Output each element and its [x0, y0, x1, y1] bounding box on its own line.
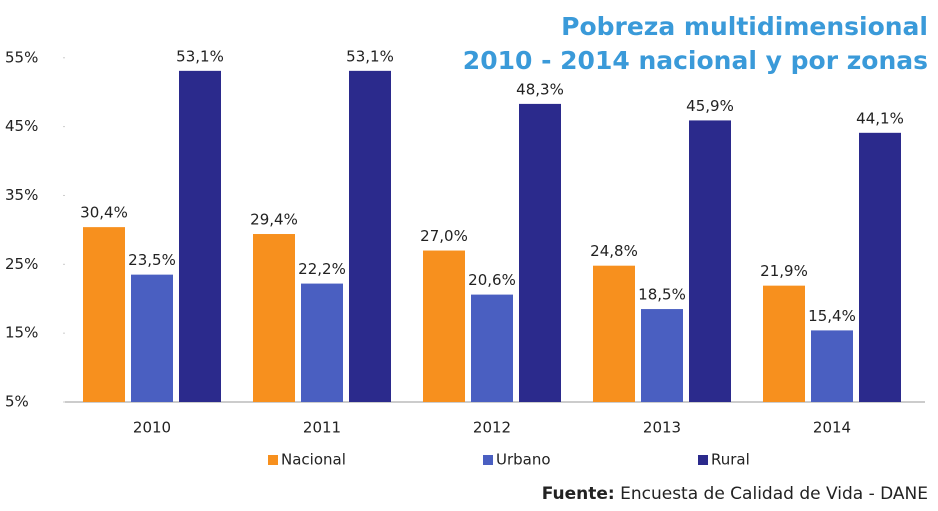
bar: [471, 294, 513, 402]
bar: [641, 309, 683, 402]
bar: [763, 285, 805, 402]
value-label: 27,0%: [420, 227, 468, 245]
value-label: 20,6%: [468, 271, 516, 289]
bar: [301, 283, 343, 402]
legend-label: Urbano: [496, 451, 551, 469]
bar: [593, 265, 635, 402]
y-tick-label: 5%: [5, 393, 29, 411]
bar: [423, 250, 465, 402]
bar: [519, 103, 561, 403]
chart-title: 2010 - 2014 nacional y por zonas: [463, 46, 928, 75]
bar: [811, 330, 853, 402]
x-tick-label: 2011: [303, 419, 341, 437]
legend-swatch: [698, 455, 708, 465]
value-label: 21,9%: [760, 262, 808, 280]
source-text: Encuesta de Calidad de Vida - DANE: [620, 484, 928, 504]
x-tick-label: 2013: [643, 419, 681, 437]
value-label: 44,1%: [856, 109, 904, 127]
value-label: 23,5%: [128, 251, 176, 269]
bar: [349, 70, 391, 402]
value-label: 30,4%: [80, 204, 128, 222]
value-label: 53,1%: [346, 47, 394, 65]
x-tick-label: 2014: [813, 419, 851, 437]
bar: [689, 120, 731, 403]
y-tick-label: 15%: [5, 324, 38, 342]
value-label: 24,8%: [590, 242, 638, 260]
value-label: 45,9%: [686, 97, 734, 115]
x-tick-label: 2010: [133, 419, 171, 437]
source-label: Fuente:: [542, 484, 615, 504]
value-label: 18,5%: [638, 286, 686, 304]
legend-label: Rural: [711, 451, 750, 469]
y-tick-label: 25%: [5, 255, 38, 273]
bar: [253, 234, 295, 402]
y-tick-label: 35%: [5, 186, 38, 204]
value-label: 22,2%: [298, 260, 346, 278]
bar: [83, 227, 125, 402]
chart-title: Pobreza multidimensional: [561, 12, 928, 41]
y-tick-label: 45%: [5, 117, 38, 135]
y-tick-label: 55%: [5, 48, 38, 66]
bar: [131, 274, 173, 402]
value-label: 53,1%: [176, 47, 224, 65]
legend-label: Nacional: [281, 451, 346, 469]
source: Fuente: Encuesta de Calidad de Vida - DA…: [542, 484, 928, 504]
value-label: 48,3%: [516, 80, 564, 98]
bar: [859, 132, 901, 403]
legend-swatch: [268, 455, 278, 465]
bar: [179, 70, 221, 402]
legend-swatch: [483, 455, 493, 465]
x-tick-label: 2012: [473, 419, 511, 437]
value-label: 29,4%: [250, 211, 298, 229]
value-label: 15,4%: [808, 307, 856, 325]
